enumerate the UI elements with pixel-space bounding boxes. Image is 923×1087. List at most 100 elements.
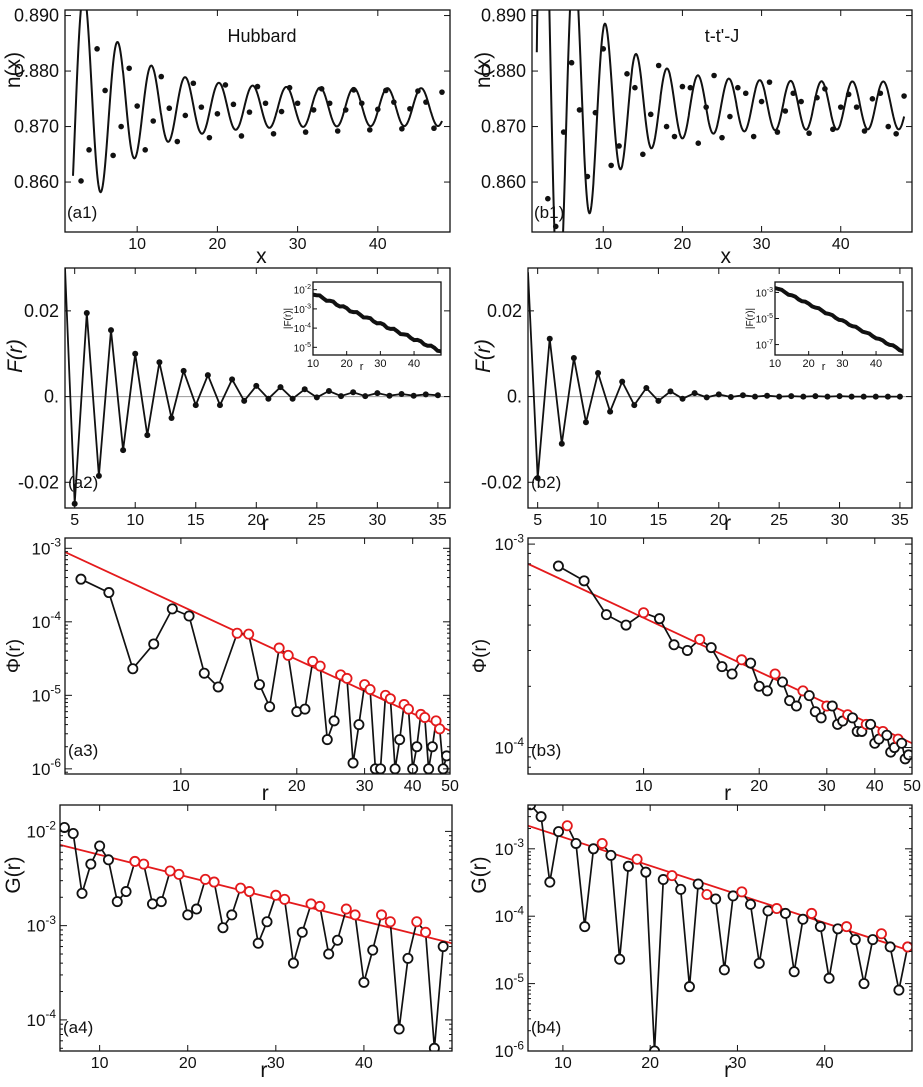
- data-point: [653, 613, 665, 625]
- y-axis-label: G(r): [2, 856, 25, 893]
- fit-point: [875, 928, 887, 940]
- data-point: [761, 685, 773, 697]
- fit-point: [694, 633, 706, 645]
- data-point: [546, 335, 553, 342]
- y-tick-label: 0.02: [487, 301, 522, 321]
- plot-area: [65, 551, 450, 774]
- plot-area: [60, 821, 452, 1051]
- data-point: [132, 350, 139, 357]
- x-tick-label: 40: [866, 778, 884, 795]
- data-point: [166, 603, 178, 615]
- x-axis-label: r: [724, 512, 731, 535]
- data-point: [342, 107, 349, 113]
- data-point: [860, 393, 867, 400]
- data-point: [570, 355, 577, 361]
- fit-point: [638, 607, 650, 619]
- data-point: [790, 90, 797, 97]
- y-axis-label: F(r): [4, 339, 27, 373]
- data-point: [246, 109, 253, 115]
- data-point: [254, 83, 261, 90]
- data-point: [695, 140, 702, 146]
- data-point: [726, 668, 738, 680]
- fit-point: [307, 655, 319, 667]
- data-point: [144, 432, 151, 439]
- inset-series: [312, 292, 442, 354]
- data-point: [727, 394, 734, 400]
- data-point: [394, 734, 406, 746]
- density-curve: [72, 10, 443, 194]
- x-tick-label: 50: [903, 778, 921, 795]
- data-point: [544, 876, 556, 888]
- y-tick-label: 0.870: [481, 117, 526, 137]
- inset: 10 20 30 40 10-2 10-3 10-4 10-5 r |F(r)|: [283, 281, 442, 373]
- data-point: [847, 712, 859, 724]
- data-point: [411, 741, 423, 753]
- series-line: [80, 578, 448, 770]
- data-point: [655, 397, 662, 404]
- data-point: [374, 390, 381, 397]
- data-point: [347, 757, 359, 769]
- x-tick-label: 20: [641, 1055, 659, 1072]
- x-tick-label: 20: [288, 778, 306, 795]
- x-tick-label: 30: [267, 1055, 285, 1072]
- data-point: [120, 886, 132, 898]
- data-point: [861, 128, 868, 134]
- data-point: [174, 138, 181, 145]
- fit-point: [771, 903, 783, 915]
- data-point: [867, 934, 879, 946]
- y-axis-label: n(x): [472, 52, 495, 88]
- data-point: [788, 966, 800, 978]
- x-axis-label: r: [262, 782, 269, 805]
- data-point: [836, 393, 843, 400]
- x-tick-label: 10: [594, 236, 612, 253]
- panel-a4: 10 20 30 40 10-2 10-3 10-4 r G(r) (a4): [2, 804, 453, 1082]
- plot-frame: [531, 9, 913, 233]
- data-point: [313, 394, 320, 401]
- data-point: [727, 890, 739, 902]
- x-tick-label: 40: [816, 1055, 834, 1072]
- fit-point: [419, 711, 431, 723]
- panel-b3: 10 20 30 40 50 10-3 10-4 r Φ(r) (b3): [470, 531, 921, 805]
- data-point: [687, 84, 694, 91]
- x-tick-label: 35: [429, 512, 447, 529]
- inset-y-tick-label: 10-5: [294, 342, 311, 355]
- fit-point: [243, 628, 255, 640]
- data-point: [798, 98, 804, 105]
- data-point: [389, 763, 401, 774]
- data-point: [711, 72, 717, 79]
- x-tick-label: 40: [404, 778, 422, 795]
- x-axis-label: r: [260, 1059, 267, 1082]
- data-point: [552, 560, 564, 572]
- data-point: [679, 395, 686, 402]
- data-point: [620, 619, 632, 631]
- data-point: [901, 93, 907, 99]
- data-point: [294, 100, 301, 107]
- data-point: [640, 151, 646, 158]
- inset-y-label: |F(r)|: [283, 308, 294, 329]
- data-point: [241, 397, 248, 404]
- inset-y-tick-label: 10-5: [756, 313, 773, 326]
- x-tick-label: 20: [247, 512, 265, 529]
- fit-point: [173, 868, 185, 880]
- data-point: [323, 948, 335, 960]
- data-point: [60, 821, 70, 833]
- data-point: [410, 392, 417, 399]
- data-point: [78, 178, 84, 184]
- fit-point: [769, 668, 781, 680]
- data-point: [321, 734, 333, 746]
- data-point: [375, 763, 387, 774]
- y-tick-label: 10-6: [495, 1038, 525, 1061]
- fit-point: [902, 941, 912, 953]
- x-tick-label: 15: [187, 512, 205, 529]
- fit-point: [199, 873, 211, 885]
- data-point: [753, 680, 765, 692]
- inset-x-tick-label: 30: [374, 358, 386, 370]
- data-point: [142, 147, 149, 153]
- panel-label: (a4): [63, 1018, 93, 1037]
- data-point: [631, 402, 638, 409]
- data-point: [752, 393, 759, 400]
- data-point: [253, 679, 265, 691]
- data-point: [182, 112, 189, 119]
- data-point: [587, 843, 599, 855]
- data-point: [632, 84, 638, 91]
